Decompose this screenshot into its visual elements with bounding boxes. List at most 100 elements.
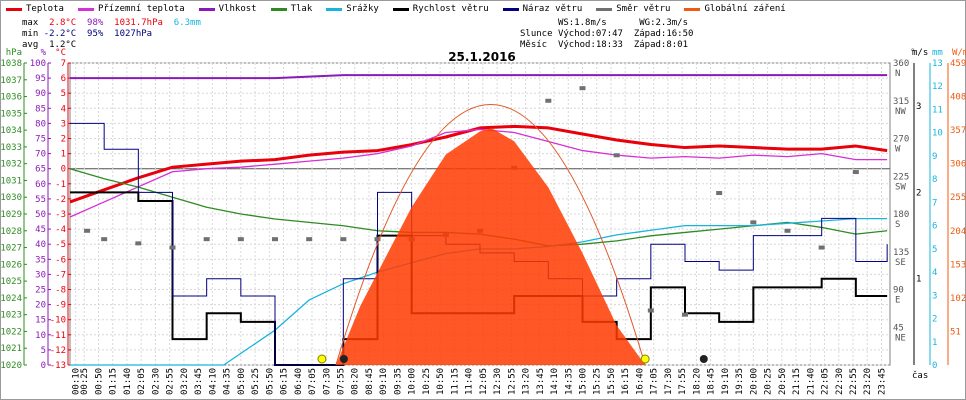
x-tick-label: 21:15 xyxy=(792,368,802,395)
deg-axis-title: ° xyxy=(910,48,915,58)
sunset-icon xyxy=(640,354,650,364)
x-tick-label: 15:50 xyxy=(607,368,617,395)
mm-axis-tick: 5 xyxy=(932,245,937,255)
x-tick-label: 23:45 xyxy=(877,368,887,395)
series-wind-dir-point xyxy=(852,170,859,175)
legend-item: Globální záření xyxy=(684,2,786,16)
x-tick-label: 23:20 xyxy=(863,368,873,395)
celsius-axis-tick: -4 xyxy=(55,225,66,235)
stat-min-temp: -2.2°C xyxy=(43,29,77,39)
legend-swatch xyxy=(198,7,215,11)
sun-label: Slunce xyxy=(520,29,553,39)
percent-axis-tick: 35 xyxy=(35,255,46,265)
deg-axis-letter: SW xyxy=(895,182,906,192)
wm-axis-tick: 204 xyxy=(950,227,966,237)
x-tick-label: 08:20 xyxy=(351,368,361,395)
legend-item: Teplota xyxy=(6,2,64,16)
hpa-axis-tick: 1029 xyxy=(0,210,22,220)
percent-axis-tick: 0 xyxy=(41,361,46,371)
series-temperature xyxy=(69,124,888,204)
stat-max-label: max xyxy=(22,18,39,28)
deg-axis-tick: 135 xyxy=(893,248,909,258)
series-wind-dir-point xyxy=(135,241,142,246)
deg-axis-letter: E xyxy=(895,296,900,306)
legend-swatch xyxy=(6,7,22,11)
moon-set: Západ:8:01 xyxy=(633,40,688,50)
ms-axis-tick: 2 xyxy=(916,188,921,198)
mm-axis-tick: 8 xyxy=(932,175,937,185)
wm-axis-tick: 459 xyxy=(950,59,966,69)
legend-swatch xyxy=(596,7,613,11)
hpa-axis-tick: 1020 xyxy=(0,361,22,371)
hpa-axis-tick: 1032 xyxy=(0,160,22,170)
series-wind-dir-point xyxy=(169,245,176,250)
stat-min-label: min xyxy=(22,29,39,39)
x-tick-label: 06:15 xyxy=(280,368,290,395)
x-tick-label: 17:05 xyxy=(650,368,660,395)
series-wind-dir-point xyxy=(545,98,552,103)
x-tick-label: 16:40 xyxy=(635,368,645,395)
ws-value: WS:1.8m/s xyxy=(557,18,607,28)
hpa-axis-tick: 1026 xyxy=(0,260,22,270)
legend-label: Směr větru xyxy=(616,4,671,14)
mm-axis-tick: 0 xyxy=(932,361,937,371)
x-tick-label: 18:45 xyxy=(707,368,717,395)
hpa-axis-tick: 1035 xyxy=(0,109,22,119)
x-tick-label: 05:00 xyxy=(237,368,247,395)
x-tick-label: 03:45 xyxy=(194,368,204,395)
x-tick-label: 13:20 xyxy=(522,368,532,395)
x-tick-label: 19:35 xyxy=(735,368,745,395)
celsius-axis-title: °C xyxy=(55,48,66,58)
percent-axis-tick: 95 xyxy=(35,74,46,84)
x-tick-label: 10:50 xyxy=(436,368,446,395)
deg-axis-tick: 360 xyxy=(893,59,909,69)
percent-axis-tick: 100 xyxy=(30,59,46,69)
series-wind-dir-point xyxy=(237,237,244,242)
sunrise-icon xyxy=(317,354,327,364)
x-tick-label: 20:25 xyxy=(764,368,774,395)
x-tick-label: 21:40 xyxy=(806,368,816,395)
moonrise-icon xyxy=(699,355,708,363)
hpa-axis-tick: 1025 xyxy=(0,277,22,287)
legend: Teplota Přízemní teplota Vlhkost Tlak Srážky… xyxy=(6,2,786,16)
moonset-icon xyxy=(339,355,348,363)
x-tick-label: 02:55 xyxy=(166,368,176,395)
mm-axis-tick: 11 xyxy=(932,105,943,115)
percent-axis-tick: 15 xyxy=(35,316,46,326)
series-wind-dir-point xyxy=(579,86,586,91)
deg-axis-tick: 45 xyxy=(893,323,904,333)
x-tick-label: 10:00 xyxy=(408,368,418,395)
celsius-axis-tick: 3 xyxy=(61,119,66,129)
deg-axis-tick: 90 xyxy=(893,286,904,296)
hpa-axis-tick: 1031 xyxy=(0,176,22,186)
series-wind-dir-point xyxy=(682,312,688,317)
x-tick-label: 01:15 xyxy=(109,368,119,395)
hpa-axis-tick: 1038 xyxy=(0,59,22,69)
x-tick-label: 12:05 xyxy=(479,368,489,395)
hpa-axis-tick: 1037 xyxy=(0,76,22,86)
stat-avg-label: avg xyxy=(22,40,39,50)
x-tick-label: 17:55 xyxy=(678,368,688,395)
celsius-axis-tick: -2 xyxy=(55,195,66,205)
wm-axis-tick: 153 xyxy=(950,260,966,270)
deg-axis-tick: 270 xyxy=(893,135,909,145)
hpa-axis-tick: 1021 xyxy=(0,344,22,354)
deg-axis-tick: 180 xyxy=(893,210,909,220)
percent-axis-tick: 85 xyxy=(35,104,46,114)
x-tick-label: 11:40 xyxy=(465,368,475,395)
legend-label: Srážky xyxy=(346,4,379,14)
x-tick-label: 14:10 xyxy=(550,368,560,395)
mm-axis-tick: 12 xyxy=(932,82,943,92)
x-tick-label: 20:00 xyxy=(749,368,759,395)
hpa-axis-tick: 1022 xyxy=(0,327,22,337)
mm-axis-tick: 13 xyxy=(932,59,943,69)
hpa-axis-tick: 1033 xyxy=(0,143,22,153)
percent-axis-title: % xyxy=(41,48,47,58)
series-wind-dir-point xyxy=(613,153,620,158)
hpa-axis-tick: 1036 xyxy=(0,93,22,103)
x-tick-label: 00:25 xyxy=(80,368,90,395)
stat-min-hum: 95% xyxy=(87,29,104,39)
x-tick-label: 14:35 xyxy=(564,368,574,395)
percent-axis-tick: 55 xyxy=(35,195,46,205)
